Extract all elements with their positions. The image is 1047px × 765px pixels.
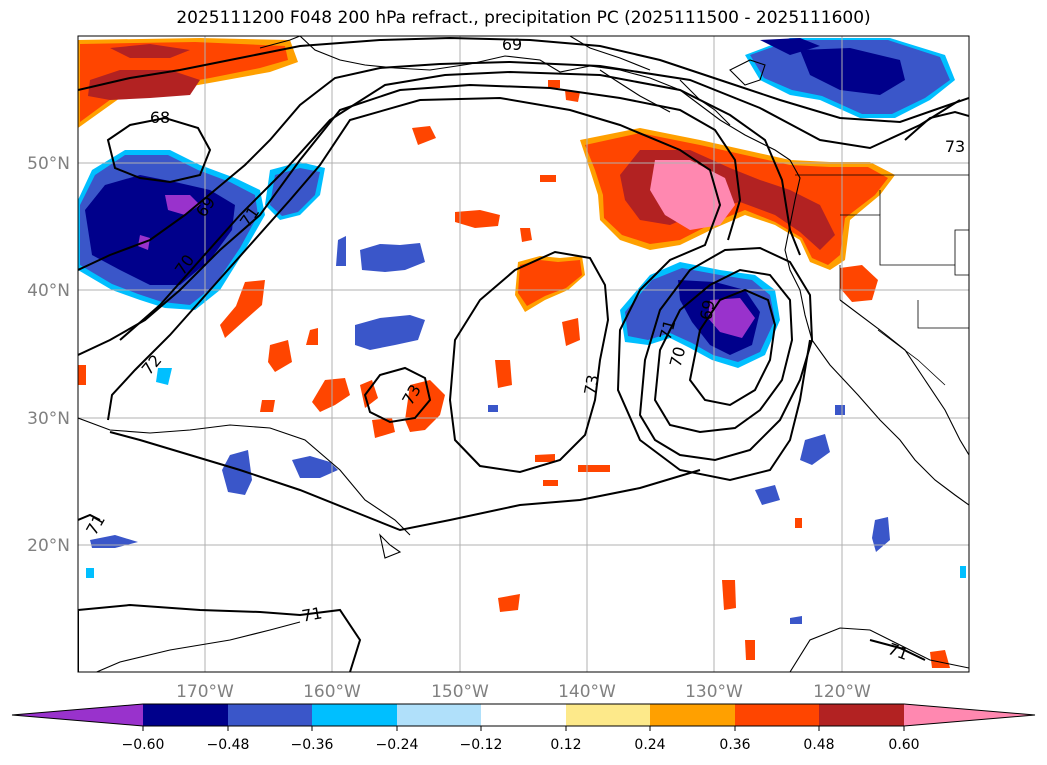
- colorbar-tick-label: 0.12: [550, 737, 581, 753]
- contour-71-sw: [78, 513, 101, 521]
- colorbar-tick-label: 0.60: [888, 737, 919, 753]
- precip-negative-northeast: [745, 38, 955, 118]
- lon-label-120w: 120°W: [813, 682, 871, 702]
- colorbar-tick-label: −0.48: [207, 737, 250, 753]
- colorbar-tick-label: 0.48: [803, 737, 834, 753]
- lon-label-170w: 170°W: [176, 682, 234, 702]
- colorbar-tick-label: 0.24: [634, 737, 665, 753]
- colorbar-ticks: [142, 726, 905, 731]
- contour-73-small: [363, 366, 432, 424]
- colorbar-segment: [143, 704, 228, 726]
- colorbar-tick-labels: −0.60 −0.48 −0.36 −0.24 −0.12 0.12 0.24 …: [122, 737, 920, 753]
- contour-label: 70: [666, 345, 690, 370]
- precip-negative-central: [86, 236, 966, 624]
- lat-label-20n: 20°N: [27, 536, 70, 556]
- contour-69-inner: [688, 288, 777, 407]
- lon-label-130w: 130°W: [685, 682, 743, 702]
- contour-71-se: [869, 639, 926, 661]
- map-background: [78, 36, 969, 672]
- lon-label-140w: 140°W: [558, 682, 616, 702]
- colorbar-segment: [481, 704, 566, 726]
- colorbar-segment: [312, 704, 397, 726]
- map-content: 69 68 69 71 70 72 73 73 71 70 69 73 71 7…: [78, 35, 969, 672]
- contour-73-central: [448, 250, 610, 474]
- precip-positive-northwest: [78, 38, 298, 128]
- contour-label: 71: [300, 603, 323, 625]
- contour-72: [78, 83, 742, 356]
- colorbar-segment: [650, 704, 735, 726]
- contour-73-outer: [107, 96, 811, 482]
- colorbar-extend-low: [12, 704, 143, 726]
- colorbar-extend-high: [904, 704, 1035, 726]
- colorbar-tick-label: −0.36: [291, 737, 334, 753]
- contour-73-ne: [904, 110, 969, 141]
- contour-71-south: [78, 603, 362, 672]
- contour-70-inner: [653, 268, 794, 434]
- colorbar-segment: [397, 704, 481, 726]
- longitude-labels: 170°W 160°W 150°W 140°W 130°W 120°W: [176, 682, 871, 702]
- coastlines: [78, 36, 969, 672]
- colorbar-segment: [228, 704, 312, 726]
- colorbar: [11, 703, 1036, 727]
- refractivity-contours: [78, 36, 969, 672]
- colorbar-tick-label: −0.24: [376, 737, 419, 753]
- colorbar-segment: [566, 704, 650, 726]
- lat-label-40n: 40°N: [27, 281, 70, 301]
- colorbar-tick-label: −0.12: [460, 737, 503, 753]
- lon-label-150w: 150°W: [431, 682, 489, 702]
- political-borders: [795, 174, 969, 386]
- lat-label-30n: 30°N: [27, 409, 70, 429]
- contour-71-east: [638, 246, 814, 462]
- precip-positive-central: [78, 256, 950, 668]
- colorbar-segment: [819, 704, 904, 726]
- contour-label: 69: [502, 35, 522, 54]
- colorbar-segment: [735, 704, 819, 726]
- contour-label: 68: [150, 108, 170, 127]
- lat-label-50n: 50°N: [27, 154, 70, 174]
- contour-69-sw: [78, 60, 961, 271]
- contour-71-north: [119, 70, 801, 341]
- colorbar-tick-label: −0.60: [122, 737, 165, 753]
- lon-label-160w: 160°W: [303, 682, 361, 702]
- contour-73-south: [109, 431, 701, 532]
- latitude-labels: 50°N 40°N 30°N 20°N: [27, 154, 70, 556]
- contour-label: 69: [696, 298, 718, 321]
- contour-69-north: [78, 36, 969, 124]
- contour-label: 73: [580, 373, 602, 396]
- colorbar-tick-label: 0.36: [719, 737, 750, 753]
- map-frame: [77, 35, 970, 673]
- contour-68-closed: [106, 116, 212, 184]
- graticule: [78, 36, 969, 672]
- map-title: 2025111200 F048 200 hPa refract., precip…: [176, 8, 871, 28]
- contour-label: 73: [945, 137, 965, 156]
- contour-label: 71: [656, 318, 680, 343]
